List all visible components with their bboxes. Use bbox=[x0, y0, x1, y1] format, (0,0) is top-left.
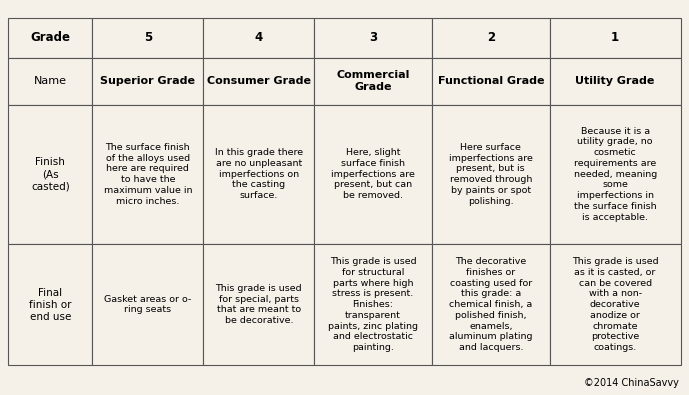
Text: ©2014 ChinaSavvy: ©2014 ChinaSavvy bbox=[584, 378, 679, 388]
Bar bbox=[92, 105, 203, 244]
Text: Superior Grade: Superior Grade bbox=[101, 76, 195, 86]
Text: Here, slight
surface finish
imperfections are
present, but can
be removed.: Here, slight surface finish imperfection… bbox=[331, 148, 415, 200]
Bar bbox=[432, 244, 550, 365]
Text: 3: 3 bbox=[369, 31, 377, 44]
Bar bbox=[8, 58, 92, 105]
Bar bbox=[314, 244, 432, 365]
Text: Here surface
imperfections are
present, but is
removed through
by paints or spot: Here surface imperfections are present, … bbox=[449, 143, 533, 205]
Bar bbox=[203, 244, 314, 365]
Text: 1: 1 bbox=[611, 31, 619, 44]
Bar bbox=[8, 105, 92, 244]
Text: 5: 5 bbox=[144, 31, 152, 44]
Bar bbox=[550, 58, 681, 105]
Bar bbox=[550, 18, 681, 58]
Bar bbox=[92, 18, 203, 58]
Text: The decorative
finishes or
coasting used for
this grade: a
chemical finish, a
po: The decorative finishes or coasting used… bbox=[449, 257, 533, 352]
Bar bbox=[8, 244, 92, 365]
Text: Consumer Grade: Consumer Grade bbox=[207, 76, 311, 86]
Bar bbox=[550, 244, 681, 365]
Bar bbox=[203, 18, 314, 58]
Text: This grade is used
for special, parts
that are meant to
be decorative.: This grade is used for special, parts th… bbox=[216, 284, 302, 325]
Text: This grade is used
for structural
parts where high
stress is present.
Finishes:
: This grade is used for structural parts … bbox=[328, 257, 418, 352]
Text: Utility Grade: Utility Grade bbox=[575, 76, 655, 86]
Text: Functional Grade: Functional Grade bbox=[438, 76, 544, 86]
Bar bbox=[203, 105, 314, 244]
Text: Name: Name bbox=[34, 76, 67, 86]
Bar bbox=[203, 58, 314, 105]
Bar bbox=[314, 105, 432, 244]
Text: This grade is used
as it is casted, or
can be covered
with a non-
decorative
ano: This grade is used as it is casted, or c… bbox=[572, 257, 659, 352]
Text: Finish
(As
casted): Finish (As casted) bbox=[31, 157, 70, 191]
Text: Grade: Grade bbox=[30, 31, 70, 44]
Bar bbox=[92, 244, 203, 365]
Bar bbox=[432, 18, 550, 58]
Text: 2: 2 bbox=[486, 31, 495, 44]
Text: The surface finish
of the alloys used
here are required
to have the
maximum valu: The surface finish of the alloys used he… bbox=[103, 143, 192, 205]
Bar bbox=[314, 58, 432, 105]
Text: In this grade there
are no unpleasant
imperfections on
the casting
surface.: In this grade there are no unpleasant im… bbox=[215, 148, 303, 200]
Bar bbox=[550, 105, 681, 244]
Text: Final
finish or
end use: Final finish or end use bbox=[29, 288, 72, 322]
Bar bbox=[8, 18, 92, 58]
Bar bbox=[92, 58, 203, 105]
Text: Commercial
Grade: Commercial Grade bbox=[336, 70, 410, 92]
Text: Gasket areas or o-
ring seats: Gasket areas or o- ring seats bbox=[104, 295, 192, 314]
Text: Because it is a
utility grade, no
cosmetic
requirements are
needed, meaning
some: Because it is a utility grade, no cosmet… bbox=[573, 127, 657, 222]
Bar bbox=[314, 18, 432, 58]
Text: 4: 4 bbox=[255, 31, 263, 44]
Bar bbox=[432, 58, 550, 105]
Bar bbox=[432, 105, 550, 244]
